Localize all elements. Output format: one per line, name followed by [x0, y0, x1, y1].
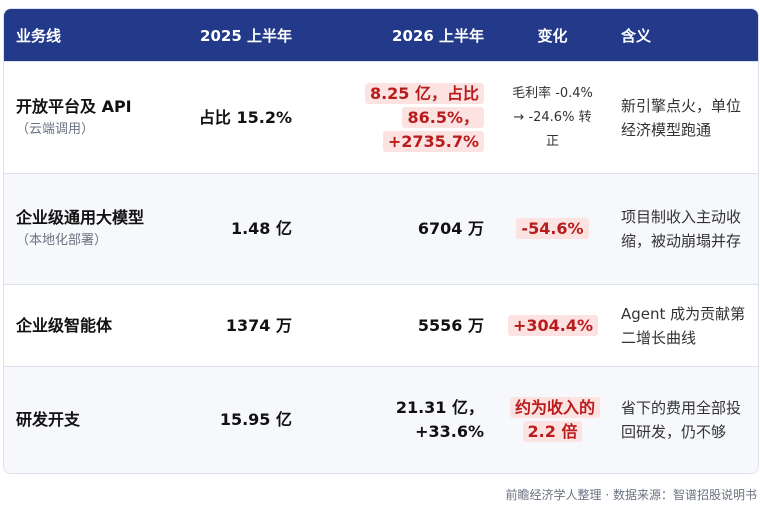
name-cell: 研发开支: [4, 366, 169, 473]
cell: 8.25 亿，占比 86.5%，+2735.7%: [304, 61, 496, 174]
name-cell: 企业级通用大模型 （本地化部署）: [4, 173, 169, 285]
name-cell: 开放平台及 API （云端调用）: [4, 61, 169, 174]
cell: +304.4%: [496, 284, 609, 367]
cell: 6704 万: [304, 173, 496, 285]
cell: 1.48 亿: [169, 173, 304, 285]
badge: -54.6%: [516, 218, 589, 239]
name: 企业级通用大模型: [16, 208, 145, 227]
table: 业务线 2025 上半年 2026 上半年 变化 含义 开放平台及 API （云端…: [4, 9, 758, 473]
row: 企业级通用大模型 （本地化部署） 1.48 亿 6704 万 -54.6% 项目制…: [4, 173, 758, 285]
header-cell: 2025 上半年: [169, 9, 304, 62]
cell: 毛利率 -0.4% → -24.6% 转正: [496, 61, 609, 174]
cell: -54.6%: [496, 173, 609, 285]
name-cell: 企业级智能体: [4, 284, 169, 367]
row: 企业级智能体 1374 万 5556 万 +304.4% Agent 成为贡献第…: [4, 284, 758, 367]
name: 研发开支: [16, 409, 81, 429]
badge: 8.25 亿，占比 86.5%，+2735.7%: [364, 82, 484, 152]
cell: 21.31 亿，+33.6%: [304, 366, 496, 473]
cell: 项目制收入主动收缩，被动崩塌并存: [609, 173, 758, 285]
header-cell: 变化: [496, 9, 609, 62]
row: 开放平台及 API （云端调用） 占比 15.2% 8.25 亿，占比 86.5%…: [4, 61, 758, 174]
sub: （本地化部署）: [16, 233, 108, 248]
cell: 1374 万: [169, 284, 304, 367]
name: 企业级智能体: [16, 315, 113, 335]
table-card: 业务线 2025 上半年 2026 上半年 变化 含义 开放平台及 API （云端…: [3, 8, 759, 474]
badge: +304.4%: [508, 314, 599, 336]
footer: 前瞻经济学人整理 · 数据来源：智谱招股说明书: [505, 488, 757, 502]
cell: 15.95 亿: [169, 366, 304, 473]
header-cell: 2026 上半年: [304, 9, 496, 62]
sub: （云端调用）: [16, 121, 95, 137]
badge: 约为收入的 2.2 倍: [510, 396, 601, 442]
name: 开放平台及 API: [16, 96, 132, 116]
header-cell: 含义: [609, 9, 758, 62]
cell: 占比 15.2%: [169, 61, 304, 174]
cell: 省下的费用全部投回研发，仍不够: [609, 366, 758, 473]
cell: 约为收入的 2.2 倍: [496, 366, 609, 473]
cell: Agent 成为贡献第二增长曲线: [609, 284, 758, 367]
header-row: 业务线 2025 上半年 2026 上半年 变化 含义: [4, 9, 758, 62]
cell: 新引擎点火，单位经济模型跑通: [609, 61, 758, 174]
row: 研发开支 15.95 亿 21.31 亿，+33.6% 约为收入的 2.2 倍 …: [4, 366, 758, 473]
header-cell: 业务线: [4, 9, 169, 62]
cell: 5556 万: [304, 284, 496, 367]
